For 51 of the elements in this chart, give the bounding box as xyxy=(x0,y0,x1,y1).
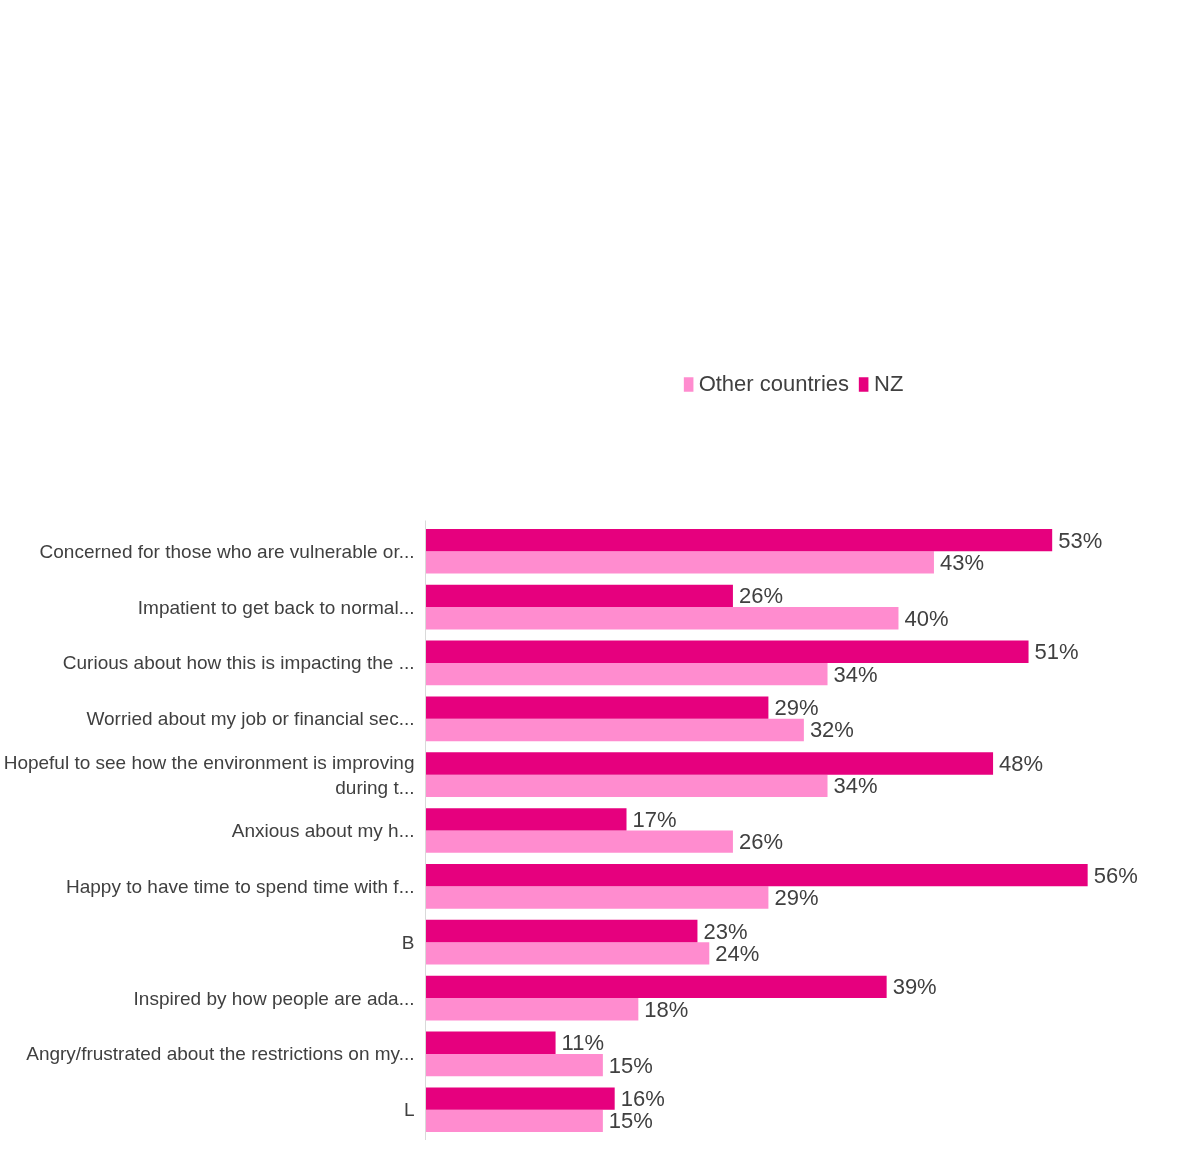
data-label: 11% xyxy=(561,1030,604,1056)
data-label: 53% xyxy=(1058,527,1103,553)
y-tick-label: Hopeful to see how the environment is improving during t... xyxy=(3,751,415,798)
y-tick-label: L xyxy=(403,1099,415,1121)
bar xyxy=(425,975,887,999)
bar xyxy=(425,528,1053,552)
bar xyxy=(425,1031,556,1054)
y-tick-label: Inspired by how people are ada... xyxy=(133,987,415,1009)
legend-label: NZ xyxy=(874,370,904,397)
bar xyxy=(425,774,828,797)
data-label: 34% xyxy=(833,773,878,799)
bar xyxy=(425,1053,603,1077)
y-tick-label: Happy to have time to spend time with f... xyxy=(66,875,415,897)
bar xyxy=(425,607,899,630)
y-tick-label: Angry/frustrated about the restrictions on my... xyxy=(26,1043,415,1065)
data-label: 43% xyxy=(939,549,984,575)
data-label: 56% xyxy=(1093,862,1138,888)
data-label: 39% xyxy=(892,974,937,1000)
bar xyxy=(425,942,710,965)
data-label: 17% xyxy=(632,806,677,832)
bar xyxy=(425,752,994,775)
legend-label: Other countries xyxy=(698,370,850,397)
bar xyxy=(425,864,1088,887)
data-label: 29% xyxy=(774,885,819,911)
bar xyxy=(425,808,627,831)
bar xyxy=(425,640,1029,663)
y-tick-label: Curious about how this is impacting the ... xyxy=(62,652,415,674)
bar xyxy=(425,998,639,1021)
bar xyxy=(425,919,698,943)
y-tick-label: Concerned for those who are vulnerable or... xyxy=(39,540,415,562)
data-label: 40% xyxy=(904,605,949,631)
data-label: 34% xyxy=(833,661,878,687)
bar xyxy=(425,584,733,608)
data-label: 26% xyxy=(738,829,783,855)
data-label: 48% xyxy=(999,750,1044,776)
bar xyxy=(425,696,769,719)
bar xyxy=(425,718,804,742)
data-label: 15% xyxy=(608,1052,653,1078)
data-label: 18% xyxy=(644,996,689,1022)
data-label: 51% xyxy=(1034,639,1079,665)
y-tick-label: B xyxy=(401,931,415,953)
bar xyxy=(425,662,828,686)
bar xyxy=(425,886,769,909)
bar xyxy=(425,551,934,574)
bar xyxy=(425,1109,603,1133)
bar xyxy=(425,830,733,853)
data-label: 26% xyxy=(738,583,783,609)
bar xyxy=(425,1087,615,1110)
y-tick-label: Impatient to get back to normal... xyxy=(137,596,415,618)
y-tick-label: Worried about my job or financial sec... xyxy=(86,708,415,730)
y-tick-label: Anxious about my h... xyxy=(231,820,415,841)
